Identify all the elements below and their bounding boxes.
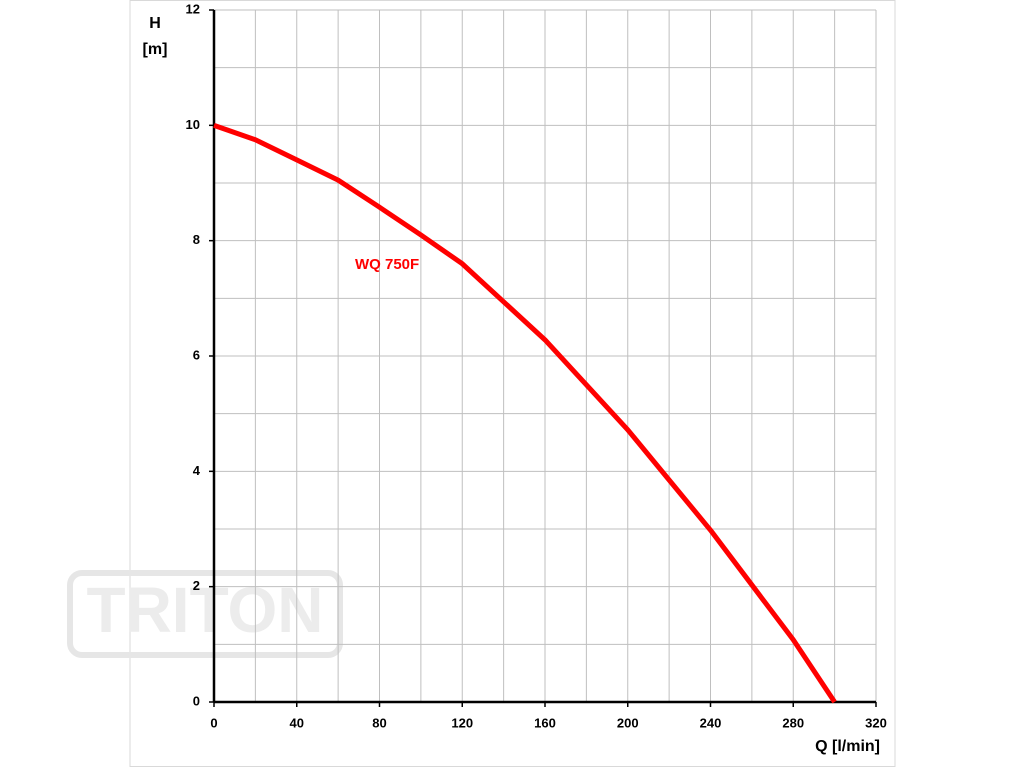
x-tick-label: 200: [617, 715, 639, 730]
watermark-box: [67, 570, 343, 658]
y-tick-label: 8: [193, 232, 200, 247]
y-axis-unit: [m]: [143, 41, 168, 58]
y-tick-label: 0: [193, 693, 200, 708]
x-tick-label: 40: [290, 715, 304, 730]
x-tick-label: 320: [865, 715, 887, 730]
y-tick-label: 10: [186, 117, 200, 132]
x-tick-label: 160: [534, 715, 556, 730]
x-axis-label: Q [l/min]: [815, 738, 880, 755]
grid: 0 40 80 120 160 200 240 280 320 0 2 4 6 8 10 12: [186, 1, 887, 730]
plot: WQ 750F: [213, 122, 837, 704]
x-tick-label: 80: [372, 715, 386, 730]
y-tick-label: 12: [186, 1, 200, 16]
x-tick-label: 120: [451, 715, 473, 730]
y-tick-label: 2: [193, 578, 200, 593]
watermark: TRITON: [67, 570, 343, 658]
frame: [129, 0, 896, 767]
x-tick-label: 240: [700, 715, 722, 730]
watermark-text: TRITON: [86, 574, 323, 646]
y-tick-label: 4: [193, 463, 201, 478]
series-label: WQ 750F: [355, 256, 419, 273]
x-tick-label: 280: [782, 715, 804, 730]
x-tick-label: 0: [210, 715, 217, 730]
y-axis-label: H: [149, 15, 161, 32]
y-tick-label: 6: [193, 347, 200, 362]
series-line: [213, 122, 837, 704]
